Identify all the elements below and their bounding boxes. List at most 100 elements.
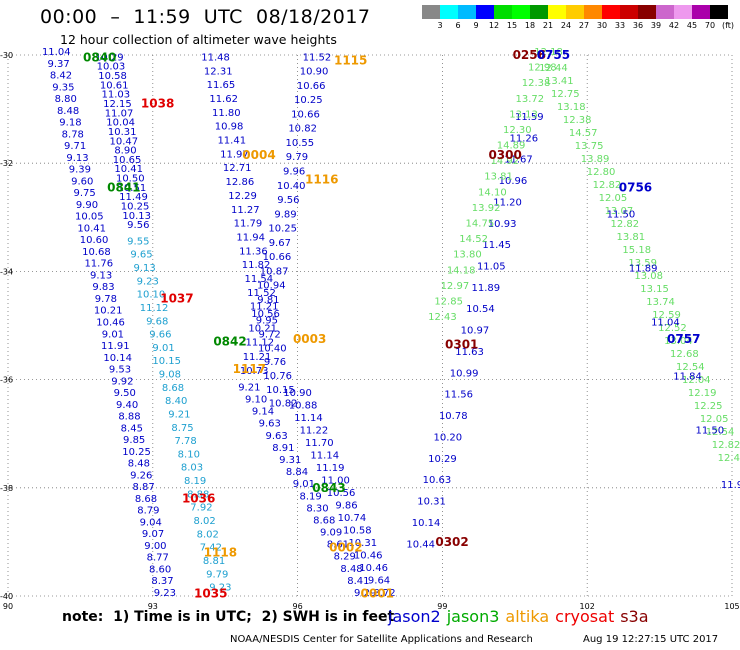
swh-value: 9.90 — [76, 200, 98, 211]
swh-value: 10.04 — [106, 118, 135, 129]
swh-value: 8.02 — [197, 529, 219, 540]
swh-value: 10.76 — [263, 371, 292, 382]
satellite-altika: altika — [505, 607, 550, 626]
pass-time-label: 0843 — [312, 481, 345, 495]
swh-value: 9.31 — [279, 455, 301, 466]
swh-value: 10.54 — [466, 304, 495, 315]
swh-value: 11.03 — [101, 90, 130, 101]
swh-value: 8.19 — [300, 491, 322, 502]
swh-value: 11.07 — [105, 108, 134, 119]
swh-value: 9.35 — [52, 82, 74, 93]
swh-value: 11.65 — [207, 80, 236, 91]
legend-tick: 45 — [686, 21, 698, 30]
swh-value: 10.05 — [75, 212, 104, 223]
swh-value: 12.43 — [428, 312, 457, 323]
swh-value: 8.30 — [306, 503, 328, 514]
lat-tick-label: -40 — [0, 592, 13, 601]
swh-value: 10.65 — [113, 155, 142, 166]
legend-swatch — [476, 5, 494, 19]
swh-value: 12.59 — [652, 310, 681, 321]
swh-value: 11.48 — [201, 52, 230, 63]
swh-value: 10.93 — [488, 219, 517, 230]
swh-value: 8.29 — [334, 552, 356, 563]
swh-value: 9.23 — [209, 583, 231, 594]
swh-value: 9.79 — [206, 569, 228, 580]
pass-time-label: 0756 — [619, 181, 652, 195]
swh-value: 12.31 — [204, 66, 233, 77]
swh-value: 8.80 — [55, 94, 77, 105]
lon-tick-label: 99 — [437, 602, 447, 611]
pass-time-label: 0004 — [242, 148, 275, 162]
swh-value: 9.96 — [283, 167, 305, 178]
swh-value: 12.38 — [522, 78, 551, 89]
swh-value: 11.89 — [629, 263, 658, 274]
swh-value: 11.63 — [455, 347, 484, 358]
swh-value: 10.46 — [359, 563, 388, 574]
swh-value: 11.67 — [504, 155, 533, 166]
swh-value: 11.21 — [250, 302, 279, 313]
pass-time-label: 1118 — [204, 546, 237, 560]
swh-value: 11.14 — [294, 413, 323, 424]
satellite-s3a: s3a — [620, 607, 649, 626]
swh-value: 9.67 — [269, 238, 291, 249]
lat-tick-label: -30 — [0, 51, 13, 60]
swh-value: 10.10 — [137, 290, 166, 301]
swh-value: 10.66 — [291, 109, 320, 120]
swh-value: 9.23 — [154, 588, 176, 599]
swh-value: 12.54 — [676, 362, 705, 373]
swh-value: 10.82 — [288, 124, 317, 135]
lat-tick-label: -32 — [0, 159, 13, 168]
swh-value: 11.52 — [303, 52, 332, 63]
swh-value: 11.80 — [212, 108, 241, 119]
swh-value: 10.58 — [343, 525, 372, 536]
swh-value: 12.82 — [593, 180, 622, 191]
swh-value: 9.89 — [274, 209, 296, 220]
swh-value: 9.56 — [127, 220, 149, 231]
legend-tick: 39 — [650, 21, 662, 30]
swh-value: 11.76 — [84, 259, 113, 270]
swh-value: 9.10 — [245, 395, 267, 406]
swh-value: 11.26 — [510, 133, 539, 144]
pass-time-label: 0840 — [83, 51, 116, 65]
swh-value: 13.80 — [453, 250, 482, 261]
legend-swatch — [692, 5, 710, 19]
lon-tick-label: 93 — [148, 602, 158, 611]
swh-value: 10.74 — [338, 513, 367, 524]
legend-tick: 18 — [524, 21, 536, 30]
swh-value: 12.05 — [599, 193, 628, 204]
swh-value: 9.01 — [152, 343, 174, 354]
swh-value: 11.97 — [220, 149, 249, 160]
swh-value: 9.79 — [286, 152, 308, 163]
swh-value: 11.59 — [515, 112, 544, 123]
swh-value: 13.75 — [575, 141, 604, 152]
swh-value: 11.20 — [493, 197, 522, 208]
legend-swatch — [710, 5, 728, 19]
pass-time-label: 1116 — [305, 172, 338, 186]
lon-tick-label: 105 — [724, 602, 739, 611]
swh-value: 8.84 — [286, 467, 308, 478]
swh-value: 9.04 — [140, 517, 162, 528]
swh-value: 12.52 — [658, 323, 687, 334]
swh-value: 10.31 — [348, 538, 377, 549]
swh-value: 8.68 — [313, 515, 335, 526]
swh-value: 10.14 — [103, 353, 132, 364]
satellite-cryosat: cryosat — [555, 607, 615, 626]
swh-value: 14.75 — [466, 219, 495, 230]
legend-tick: 27 — [578, 21, 590, 30]
swh-value: 9.07 — [142, 529, 164, 540]
swh-value: 9.55 — [127, 236, 149, 247]
swh-value: 10.29 — [428, 454, 457, 465]
legend-swatch — [512, 5, 530, 19]
swh-value: 9.09 — [320, 528, 342, 539]
swh-value: 8.88 — [118, 412, 140, 423]
satellite-legend: jason2 jason3 altika cryosat s3a — [388, 607, 655, 626]
swh-value: 9.86 — [335, 500, 357, 511]
swh-value: 15.18 — [622, 245, 651, 256]
swh-value: 8.48 — [128, 459, 150, 470]
pass-time-label: 0256 — [513, 48, 546, 62]
swh-value: 11.41 — [217, 136, 246, 147]
swh-value: 9.56 — [277, 195, 299, 206]
swh-value: 10.90 — [283, 388, 312, 399]
swh-value: 9.65 — [130, 250, 152, 261]
